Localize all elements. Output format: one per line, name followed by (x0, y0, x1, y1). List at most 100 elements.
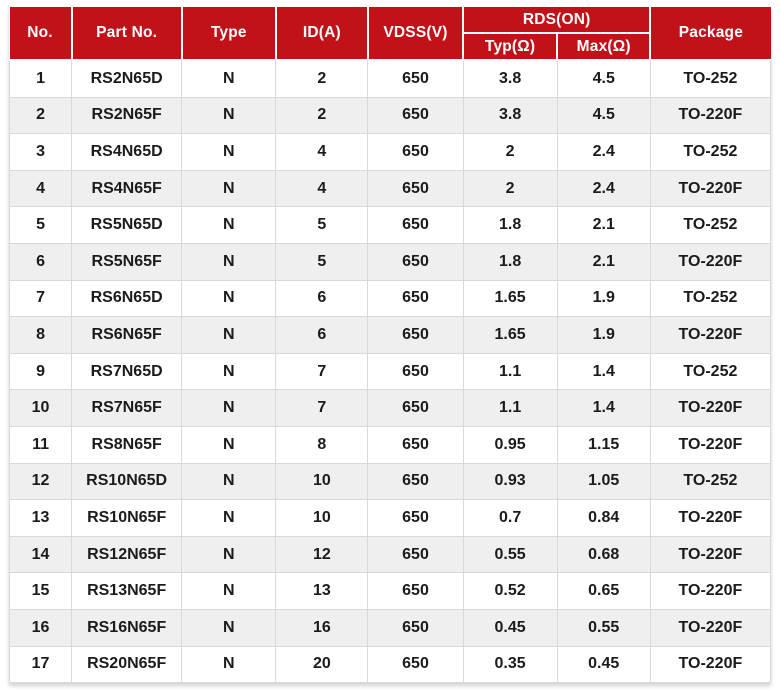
cell-no: 12 (8, 462, 73, 501)
cell-type: N (181, 133, 277, 171)
cell-rds_typ: 1.1 (462, 389, 558, 427)
cell-vdss_v: 650 (367, 425, 464, 464)
cell-no: 8 (8, 316, 73, 354)
cell-package: TO-220F (649, 389, 772, 427)
cell-vdss_v: 650 (367, 352, 464, 391)
table-row: 5 RS5N65D N 5 650 1.8 2.1 TO-252 (8, 206, 772, 244)
cell-rds_max: 0.55 (556, 608, 651, 647)
cell-part_no: RS2N65F (71, 96, 183, 135)
cell-no: 9 (8, 352, 73, 391)
cell-id_a: 6 (275, 279, 369, 318)
cell-part_no: RS6N65F (71, 316, 183, 354)
cell-rds_max: 1.4 (556, 352, 651, 391)
table-row: 11 RS8N65F N 8 650 0.95 1.15 TO-220F (8, 425, 772, 464)
cell-no: 15 (8, 572, 73, 610)
cell-part_no: RS8N65F (71, 425, 183, 464)
cell-rds_typ: 3.8 (462, 96, 558, 135)
header-rds-max: Max(Ω) (556, 32, 651, 61)
table-row: 8 RS6N65F N 6 650 1.65 1.9 TO-220F (8, 316, 772, 354)
parts-table-container: No. Part No. Type ID(A) VDSS(V) RDS(ON) … (8, 7, 772, 684)
cell-id_a: 6 (275, 316, 369, 354)
table-row: 15 RS13N65F N 13 650 0.52 0.65 TO-220F (8, 572, 772, 610)
cell-rds_typ: 1.8 (462, 242, 558, 281)
cell-package: TO-220F (649, 499, 772, 537)
cell-type: N (181, 279, 277, 318)
cell-rds_typ: 1.8 (462, 206, 558, 244)
cell-id_a: 10 (275, 462, 369, 501)
cell-vdss_v: 650 (367, 572, 464, 610)
cell-id_a: 13 (275, 572, 369, 610)
cell-no: 5 (8, 206, 73, 244)
cell-type: N (181, 206, 277, 244)
cell-rds_max: 0.45 (556, 645, 651, 684)
table-row: 9 RS7N65D N 7 650 1.1 1.4 TO-252 (8, 352, 772, 391)
cell-rds_max: 0.68 (556, 535, 651, 574)
header-rds-typ: Typ(Ω) (463, 32, 559, 61)
cell-vdss_v: 650 (367, 645, 464, 684)
cell-rds_max: 1.05 (556, 462, 651, 501)
cell-id_a: 7 (275, 352, 369, 391)
cell-rds_typ: 0.52 (462, 572, 558, 610)
cell-rds_typ: 1.65 (462, 316, 558, 354)
table-row: 1 RS2N65D N 2 650 3.8 4.5 TO-252 (8, 59, 772, 98)
cell-part_no: RS10N65D (71, 462, 183, 501)
cell-type: N (181, 59, 277, 98)
cell-package: TO-220F (649, 645, 772, 684)
cell-package: TO-220F (649, 316, 772, 354)
cell-part_no: RS5N65F (71, 242, 183, 281)
cell-package: TO-220F (649, 608, 772, 647)
table-row: 13 RS10N65F N 10 650 0.7 0.84 TO-220F (8, 499, 772, 537)
cell-rds_typ: 0.45 (462, 608, 558, 647)
table-row: 3 RS4N65D N 4 650 2 2.4 TO-252 (8, 133, 772, 171)
cell-no: 10 (8, 389, 73, 427)
cell-type: N (181, 608, 277, 647)
cell-package: TO-252 (649, 59, 772, 98)
cell-rds_typ: 0.35 (462, 645, 558, 684)
cell-rds_max: 4.5 (556, 96, 651, 135)
cell-rds_max: 1.9 (556, 279, 651, 318)
cell-rds_typ: 1.65 (462, 279, 558, 318)
cell-type: N (181, 645, 277, 684)
cell-vdss_v: 650 (367, 59, 464, 98)
cell-part_no: RS7N65D (71, 352, 183, 391)
cell-rds_max: 1.9 (556, 316, 651, 354)
cell-part_no: RS4N65D (71, 133, 183, 171)
cell-no: 11 (8, 425, 73, 464)
cell-no: 16 (8, 608, 73, 647)
cell-part_no: RS12N65F (71, 535, 183, 574)
cell-no: 1 (8, 59, 73, 98)
cell-package: TO-252 (649, 279, 772, 318)
cell-vdss_v: 650 (367, 535, 464, 574)
cell-vdss_v: 650 (367, 389, 464, 427)
cell-id_a: 10 (275, 499, 369, 537)
cell-type: N (181, 316, 277, 354)
cell-no: 3 (8, 133, 73, 171)
cell-vdss_v: 650 (367, 133, 464, 171)
cell-id_a: 4 (275, 133, 369, 171)
cell-type: N (181, 499, 277, 537)
cell-rds_max: 0.65 (556, 572, 651, 610)
table-row: 16 RS16N65F N 16 650 0.45 0.55 TO-220F (8, 608, 772, 647)
cell-rds_typ: 0.93 (462, 462, 558, 501)
cell-no: 17 (8, 645, 73, 684)
table-row: 4 RS4N65F N 4 650 2 2.4 TO-220F (8, 169, 772, 208)
cell-rds_max: 1.4 (556, 389, 651, 427)
table-row: 17 RS20N65F N 20 650 0.35 0.45 TO-220F (8, 645, 772, 684)
table-header: No. Part No. Type ID(A) VDSS(V) RDS(ON) … (9, 7, 771, 61)
cell-type: N (181, 242, 277, 281)
header-no: No. (9, 7, 73, 61)
cell-vdss_v: 650 (367, 242, 464, 281)
cell-rds_typ: 2 (462, 169, 558, 208)
cell-type: N (181, 389, 277, 427)
cell-vdss_v: 650 (367, 499, 464, 537)
cell-id_a: 7 (275, 389, 369, 427)
cell-no: 6 (8, 242, 73, 281)
cell-package: TO-220F (649, 425, 772, 464)
cell-package: TO-220F (649, 96, 772, 135)
cell-part_no: RS16N65F (71, 608, 183, 647)
header-package: Package (649, 7, 771, 61)
header-type: Type (180, 7, 277, 61)
cell-package: TO-220F (649, 572, 772, 610)
cell-id_a: 5 (275, 206, 369, 244)
cell-part_no: RS13N65F (71, 572, 183, 610)
